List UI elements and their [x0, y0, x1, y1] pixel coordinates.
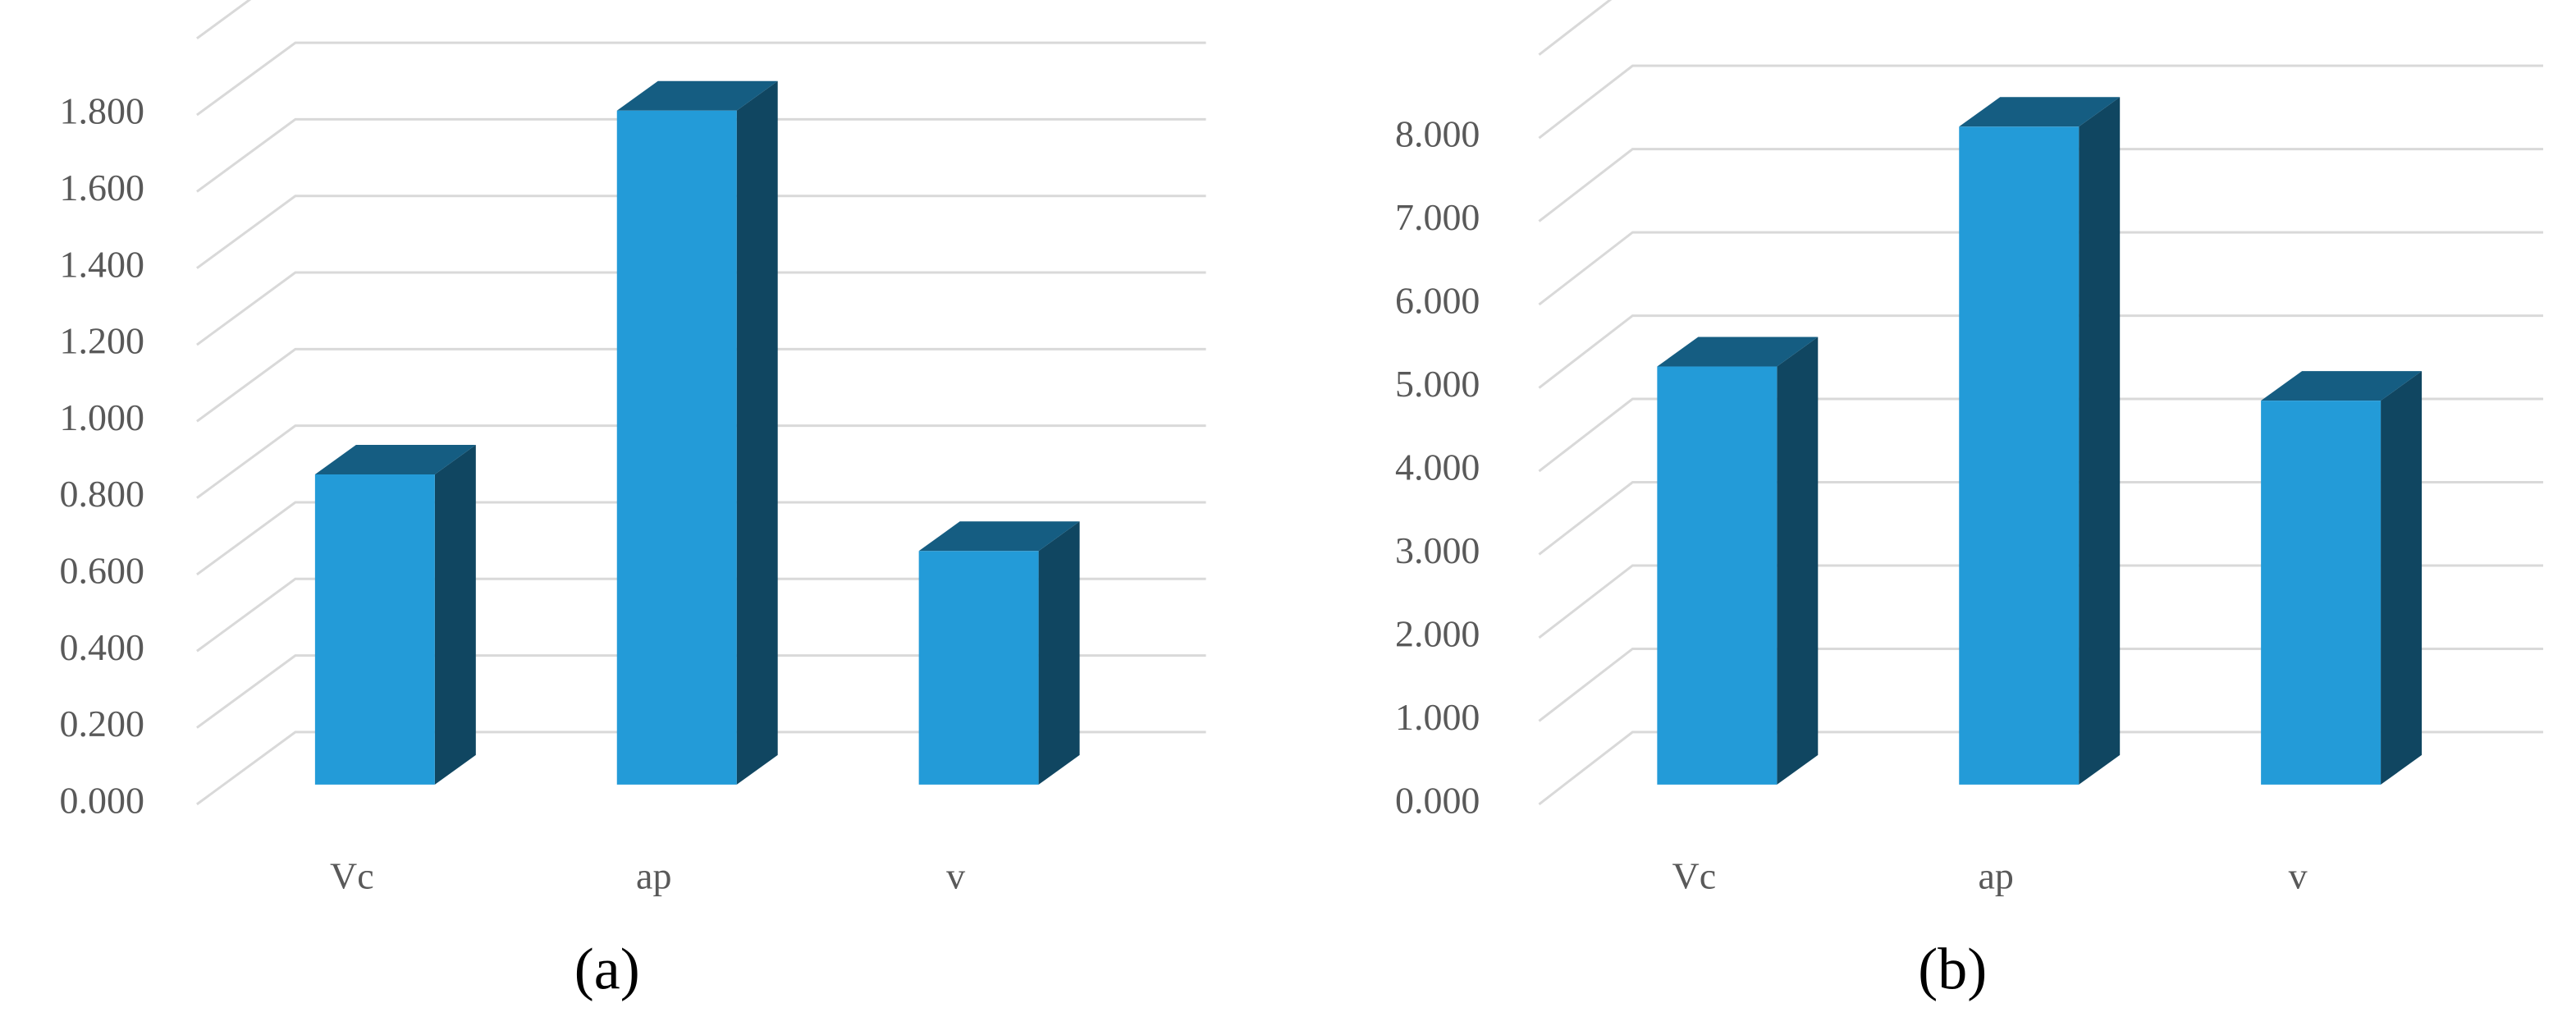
y-tick-label: 0.800: [60, 473, 144, 515]
grid-line: [1538, 314, 2544, 389]
bar-side: [2079, 97, 2121, 785]
y-tick-label: 1.000: [1395, 696, 1480, 738]
y-tick-label: 6.000: [1395, 280, 1480, 322]
y-tick-label: 4.000: [1395, 447, 1480, 488]
bar-side: [736, 80, 778, 785]
grid-line: [196, 731, 1206, 806]
y-tick-label: 0.000: [60, 779, 144, 821]
bar-side: [434, 444, 476, 785]
grid-line: [196, 654, 1206, 729]
y-tick-label: 7.000: [1395, 196, 1480, 238]
bar: [1657, 366, 1778, 785]
bar-side: [2381, 371, 2423, 785]
bar: [918, 551, 1039, 785]
bar-top: [1959, 97, 2121, 127]
grid-line: [196, 271, 1206, 346]
bar: [616, 110, 737, 785]
y-tick-label: 1.400: [60, 243, 144, 285]
y-tick-label: 2.000: [1395, 612, 1480, 654]
x-tick-label: Vc: [1672, 854, 1717, 896]
grid-line: [1538, 564, 2544, 639]
y-tick-label: 0.200: [60, 703, 144, 744]
bar-top: [1657, 337, 1819, 367]
bar: [1959, 126, 2080, 785]
grid-line: [196, 501, 1206, 576]
y-tick-label: 8.000: [1395, 113, 1480, 155]
y-tick-label: 1.600: [60, 167, 144, 208]
y-tick-label: 1.000: [60, 396, 144, 438]
y-tick-label: 5.000: [1395, 363, 1480, 405]
y-tick-label: 3.000: [1395, 529, 1480, 571]
grid-line: [1538, 481, 2544, 556]
bar-top: [2261, 371, 2423, 401]
grid-line: [196, 347, 1206, 423]
grid-line: [196, 195, 1206, 269]
x-tick-label: v: [2289, 854, 2308, 896]
grid-line: [196, 577, 1206, 653]
caption: (b): [1918, 936, 1987, 1001]
bar-side: [1038, 521, 1080, 785]
bar-top: [918, 521, 1080, 552]
x-tick-label: Vc: [330, 854, 374, 896]
y-tick-label: 1.800: [60, 90, 144, 132]
grid-line: [1538, 397, 2544, 473]
y-tick-label: 1.200: [60, 320, 144, 362]
grid-line: [1538, 148, 2544, 222]
grid-line: [1538, 64, 2544, 140]
grid-line: [196, 41, 1206, 117]
bar-side: [1777, 337, 1819, 785]
y-tick-label: 0.400: [60, 626, 144, 668]
grid-line: [196, 424, 1206, 499]
grid-line: [196, 0, 252, 39]
caption: (a): [574, 936, 640, 1001]
x-tick-label: ap: [636, 854, 671, 896]
grid-line: [1538, 731, 2544, 806]
grid-line: [1538, 647, 2544, 722]
x-tick-label: v: [946, 854, 965, 896]
bar-top: [616, 80, 778, 111]
grid-line: [1538, 231, 2544, 306]
bar: [2261, 401, 2382, 785]
y-tick-label: 0.600: [60, 550, 144, 592]
bar: [314, 474, 435, 785]
y-tick-label: 0.000: [1395, 779, 1480, 821]
grid-line: [1538, 0, 1613, 56]
x-tick-label: ap: [1979, 854, 2014, 896]
grid-line: [196, 117, 1206, 193]
bar-top: [314, 444, 476, 474]
